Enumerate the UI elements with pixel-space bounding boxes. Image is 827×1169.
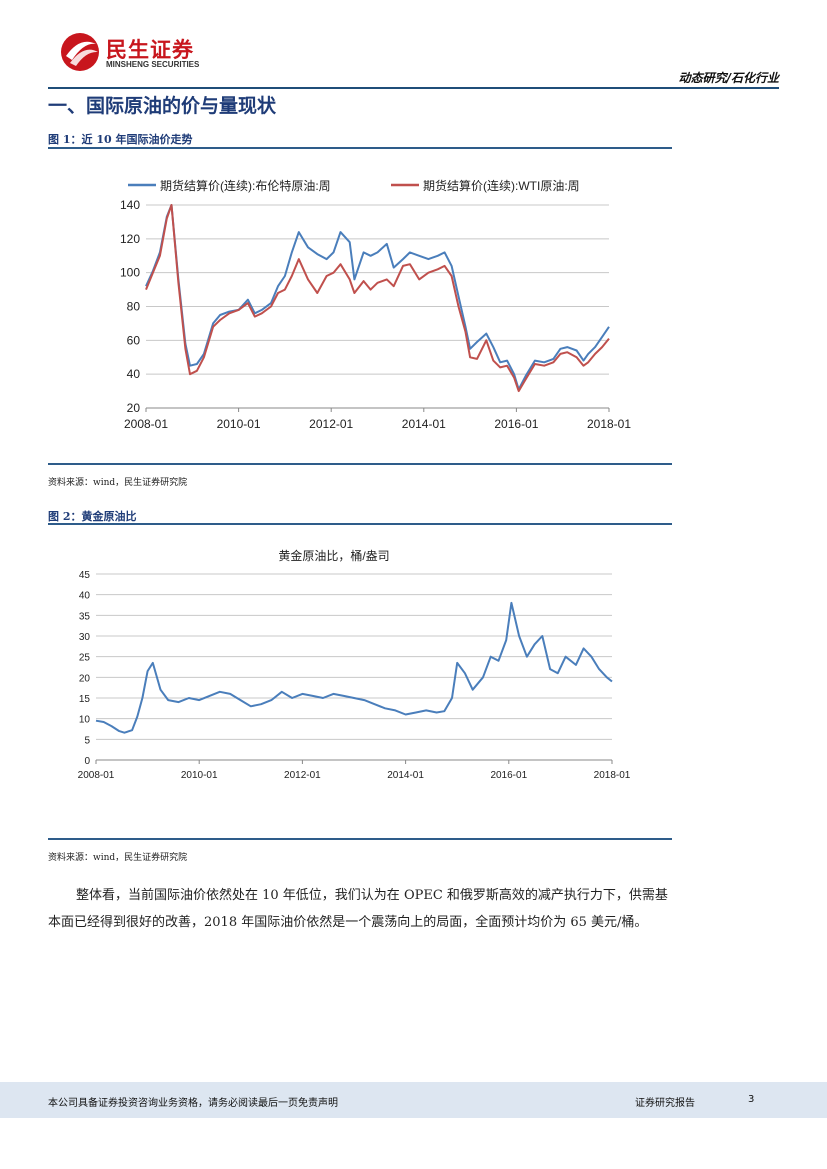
figure2-title: 图 2：黄金原油比 — [48, 510, 137, 523]
y-tick-label: 120 — [120, 232, 140, 246]
x-tick-label: 2010-01 — [217, 417, 261, 431]
series-line-0 — [145, 204, 610, 391]
y-tick-label: 10 — [79, 715, 91, 726]
series-line-0 — [95, 601, 613, 734]
page-number: 3 — [748, 1094, 755, 1105]
axes: 20 40 60 80 100 120 140 2008-01 2010-01 2012-01 20… — [120, 198, 631, 431]
figure2-bottom-rule — [48, 838, 672, 840]
x-tick-label: 2016-01 — [494, 417, 538, 431]
footer-disclaimer: 本公司具备证券投资咨询业务资格，请务必阅读最后一页免责声明 — [48, 1098, 338, 1109]
y-tick-label: 100 — [120, 266, 140, 280]
gold-oil-ratio-chart: 黄金原油比，桶/盎司 0 5 10 15 20 25 30 35 40 45 2008-01 2010… — [78, 548, 631, 781]
gridlines — [146, 204, 609, 375]
y-tick-label: 0 — [84, 756, 90, 767]
company-name-cn: 民生证券 — [106, 38, 194, 62]
legend: 期货结算价(连续):布伦特原油:周 期货结算价(连续):WTI原油:周 — [128, 178, 580, 193]
footer-report-type: 证券研究报告 — [635, 1098, 695, 1109]
series-line-1 — [145, 204, 610, 393]
body-paragraph: 整体看，当前国际油价依然处在 10 年低位，我们认为在 OPEC 和俄罗斯高效的… — [48, 888, 668, 930]
y-tick-label: 15 — [79, 694, 91, 705]
y-tick-label: 35 — [79, 611, 91, 622]
oil-price-chart: 期货结算价(连续):布伦特原油:周 期货结算价(连续):WTI原油:周 20 40… — [120, 178, 631, 431]
legend-brent-label: 期货结算价(连续):布伦特原油:周 — [160, 178, 331, 193]
y-tick-label: 40 — [79, 591, 91, 602]
axes: 0 5 10 15 20 25 30 35 40 45 2008-01 2010-01 2012-01 2… — [78, 570, 631, 781]
y-tick-label: 140 — [120, 198, 140, 212]
minsheng-logo — [61, 33, 99, 71]
chart2-title: 黄金原油比，桶/盎司 — [278, 548, 389, 563]
y-tick-label: 80 — [127, 300, 141, 314]
figure2-source: 资料来源：wind，民生证券研究院 — [48, 853, 188, 863]
x-tick-label: 2014-01 — [387, 770, 424, 781]
y-tick-label: 45 — [79, 570, 91, 581]
x-tick-label: 2014-01 — [402, 417, 446, 431]
figure1-source: 资料来源：wind，民生证券研究院 — [48, 478, 188, 488]
x-tick-label: 2018-01 — [587, 417, 631, 431]
x-tick-label: 2008-01 — [78, 770, 115, 781]
y-tick-label: 40 — [127, 367, 141, 381]
y-tick-label: 5 — [84, 735, 90, 746]
x-tick-label: 2016-01 — [490, 770, 527, 781]
y-tick-label: 60 — [127, 333, 141, 347]
x-tick-label: 2018-01 — [594, 770, 631, 781]
x-tick-label: 2010-01 — [181, 770, 218, 781]
figure2-top-rule — [48, 523, 672, 525]
figure1-top-rule — [48, 147, 672, 149]
y-tick-label: 25 — [79, 653, 91, 664]
report-category: 动态研究/石化行业 — [678, 71, 779, 85]
series-lines — [145, 204, 610, 393]
footer-bar — [0, 1082, 827, 1118]
figure1-title: 图 1：近 10 年国际油价走势 — [48, 133, 193, 146]
company-name-en: MINSHENG SECURITIES — [106, 60, 200, 69]
figure1-bottom-rule — [48, 463, 672, 465]
series-lines — [95, 601, 613, 734]
x-tick-label: 2012-01 — [284, 770, 321, 781]
y-tick-label: 30 — [79, 632, 91, 643]
legend-wti-label: 期货结算价(连续):WTI原油:周 — [423, 178, 580, 193]
header-divider — [48, 87, 779, 89]
gridlines — [96, 573, 612, 740]
x-tick-label: 2008-01 — [124, 417, 168, 431]
y-tick-label: 20 — [79, 673, 91, 684]
y-tick-label: 20 — [127, 401, 141, 415]
x-tick-label: 2012-01 — [309, 417, 353, 431]
section-title: 一、国际原油的价与量现状 — [48, 95, 277, 117]
